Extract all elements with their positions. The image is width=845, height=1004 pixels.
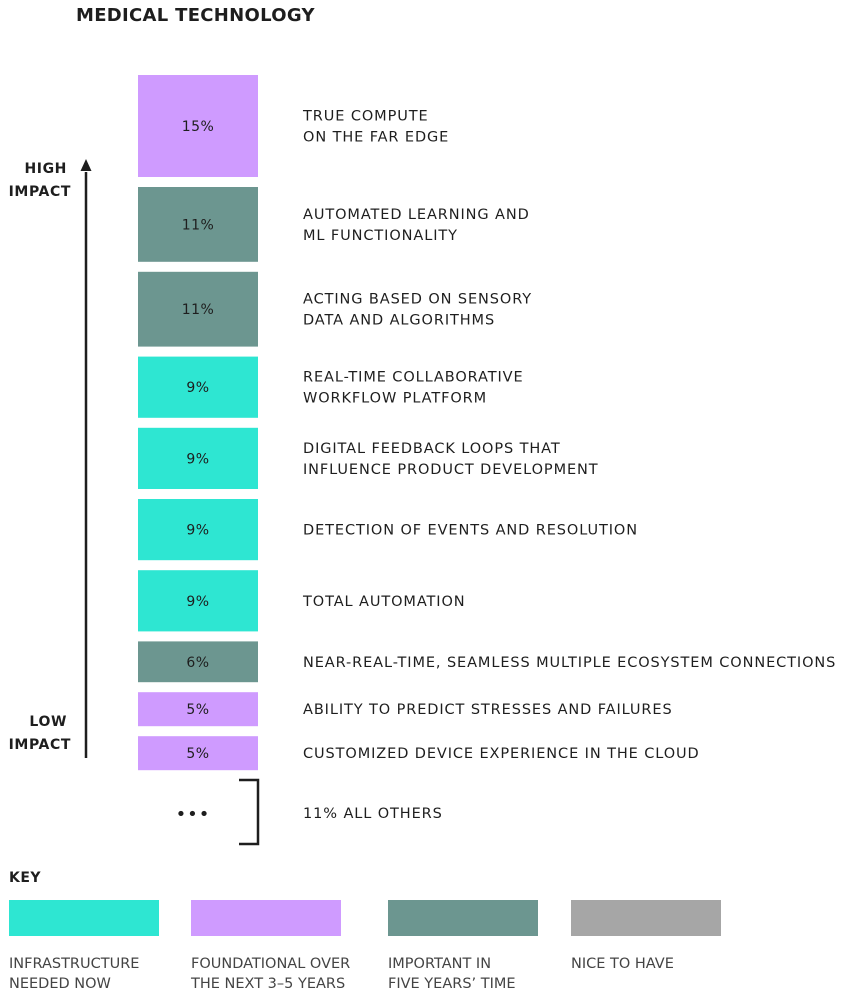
axis-low-label-line1: LOW [29,714,67,730]
bar-category-label: CUSTOMIZED DEVICE EXPERIENCE IN THE CLOU… [303,746,700,762]
bar-category-label: TRUE COMPUTE [302,109,429,125]
key-label: INFRASTRUCTURE [9,956,139,972]
bar-row: 5% CUSTOMIZED DEVICE EXPERIENCE IN THE CL… [138,736,700,771]
impact-axis-arrow-icon [80,159,92,171]
bar-value-label: 9% [186,523,209,539]
others-label: 11% ALL OTHERS [303,806,443,822]
bar-category-label: WORKFLOW PLATFORM [303,391,487,407]
bar [138,427,258,489]
bar-category-label: TOTAL AUTOMATION [302,594,466,610]
impact-axis: HIGH IMPACT LOW IMPACT [9,159,92,758]
key-swatch [571,900,721,936]
key-item-important: IMPORTANT IN FIVE YEARS’ TIME [388,900,538,992]
bar-category-label: AUTOMATED LEARNING AND [303,207,530,223]
key-item-nice: NICE TO HAVE [571,900,721,972]
key-label: IMPORTANT IN [388,956,491,972]
key-swatch [9,900,159,936]
others-bracket-icon [239,778,260,846]
bar [138,736,258,771]
key-label: FOUNDATIONAL OVER [191,956,350,972]
bar-value-label: 11% [182,217,215,233]
key-title: KEY [9,870,41,886]
axis-high-label-line1: HIGH [24,161,67,177]
key-swatch [191,900,341,936]
bar [138,641,258,683]
bar [138,499,258,561]
others-ellipsis-icon: ••• [176,804,211,825]
bar-value-label: 5% [186,746,209,762]
bar-value-label: 6% [186,655,209,671]
bar [138,692,258,727]
bar-category-label: DETECTION OF EVENTS AND RESOLUTION [303,523,638,539]
axis-low-label-line2: IMPACT [9,737,71,753]
key-label: THE NEXT 3–5 YEARS [190,976,345,992]
bar [138,271,258,347]
bar-category-label: DIGITAL FEEDBACK LOOPS THAT [303,441,561,457]
bar-category-label: ML FUNCTIONALITY [303,228,458,244]
key-item-foundational: FOUNDATIONAL OVER THE NEXT 3–5 YEARS [190,900,350,992]
bar [138,187,258,262]
bar [138,356,258,418]
bar-category-label: REAL-TIME COLLABORATIVE [303,370,524,386]
bar-value-label: 9% [186,594,209,610]
key-label: NEEDED NOW [9,976,111,992]
bar-row: 9% TOTAL AUTOMATION [138,570,466,632]
bar-category-label: NEAR-REAL-TIME, SEAMLESS MULTIPLE ECOSYS… [303,655,836,671]
bar-value-label: 11% [182,302,215,318]
key-label: NICE TO HAVE [571,956,674,972]
chart-title: MEDICAL TECHNOLOGY [76,5,316,26]
bar-row: 5% ABILITY TO PREDICT STRESSES AND FAILUR… [138,692,673,727]
bar-row: 11% AUTOMATED LEARNING AND ML FUNCTIONALIT… [138,187,530,262]
bar-category-label: ACTING BASED ON SENSORY [303,292,532,308]
bar-row: 9% REAL-TIME COLLABORATIVE WORKFLOW PLATFO… [138,356,524,418]
bar-row: 15% TRUE COMPUTE ON THE FAR EDGE [138,75,449,177]
bar-row: 11% ACTING BASED ON SENSORY DATA AND ALGOR… [138,271,532,347]
key-item-infrastructure: INFRASTRUCTURE NEEDED NOW [9,900,159,992]
bar-row: 9% DETECTION OF EVENTS AND RESOLUTION [138,499,638,561]
bar [138,570,258,632]
bar-category-label: ABILITY TO PREDICT STRESSES AND FAILURES [303,702,673,718]
bar-row: 9% DIGITAL FEEDBACK LOOPS THAT INFLUENCE P… [138,427,599,489]
others-row: ••• 11% ALL OTHERS [176,778,443,846]
key-items: INFRASTRUCTURE NEEDED NOW FOUNDATIONAL OVE… [9,900,721,992]
bar-value-label: 9% [186,451,209,467]
bar [138,75,258,177]
bar-category-label: ON THE FAR EDGE [303,130,449,146]
bar-value-label: 15% [182,119,215,135]
axis-high-label-line2: IMPACT [9,184,71,200]
key-legend: KEY INFRASTRUCTURE NEEDED NOW FOUNDATIONAL… [9,870,721,992]
key-label: FIVE YEARS’ TIME [388,976,516,992]
bar-value-label: 9% [186,380,209,396]
bar-category-label: INFLUENCE PRODUCT DEVELOPMENT [303,462,599,478]
bar-row: 6% NEAR-REAL-TIME, SEAMLESS MULTIPLE ECOS… [138,641,836,683]
bar-category-label: DATA AND ALGORITHMS [303,313,495,329]
key-swatch [388,900,538,936]
bar-stack: 15% TRUE COMPUTE ON THE FAR EDGE 11% AUTOMAT… [138,75,836,771]
bar-value-label: 5% [186,702,209,718]
